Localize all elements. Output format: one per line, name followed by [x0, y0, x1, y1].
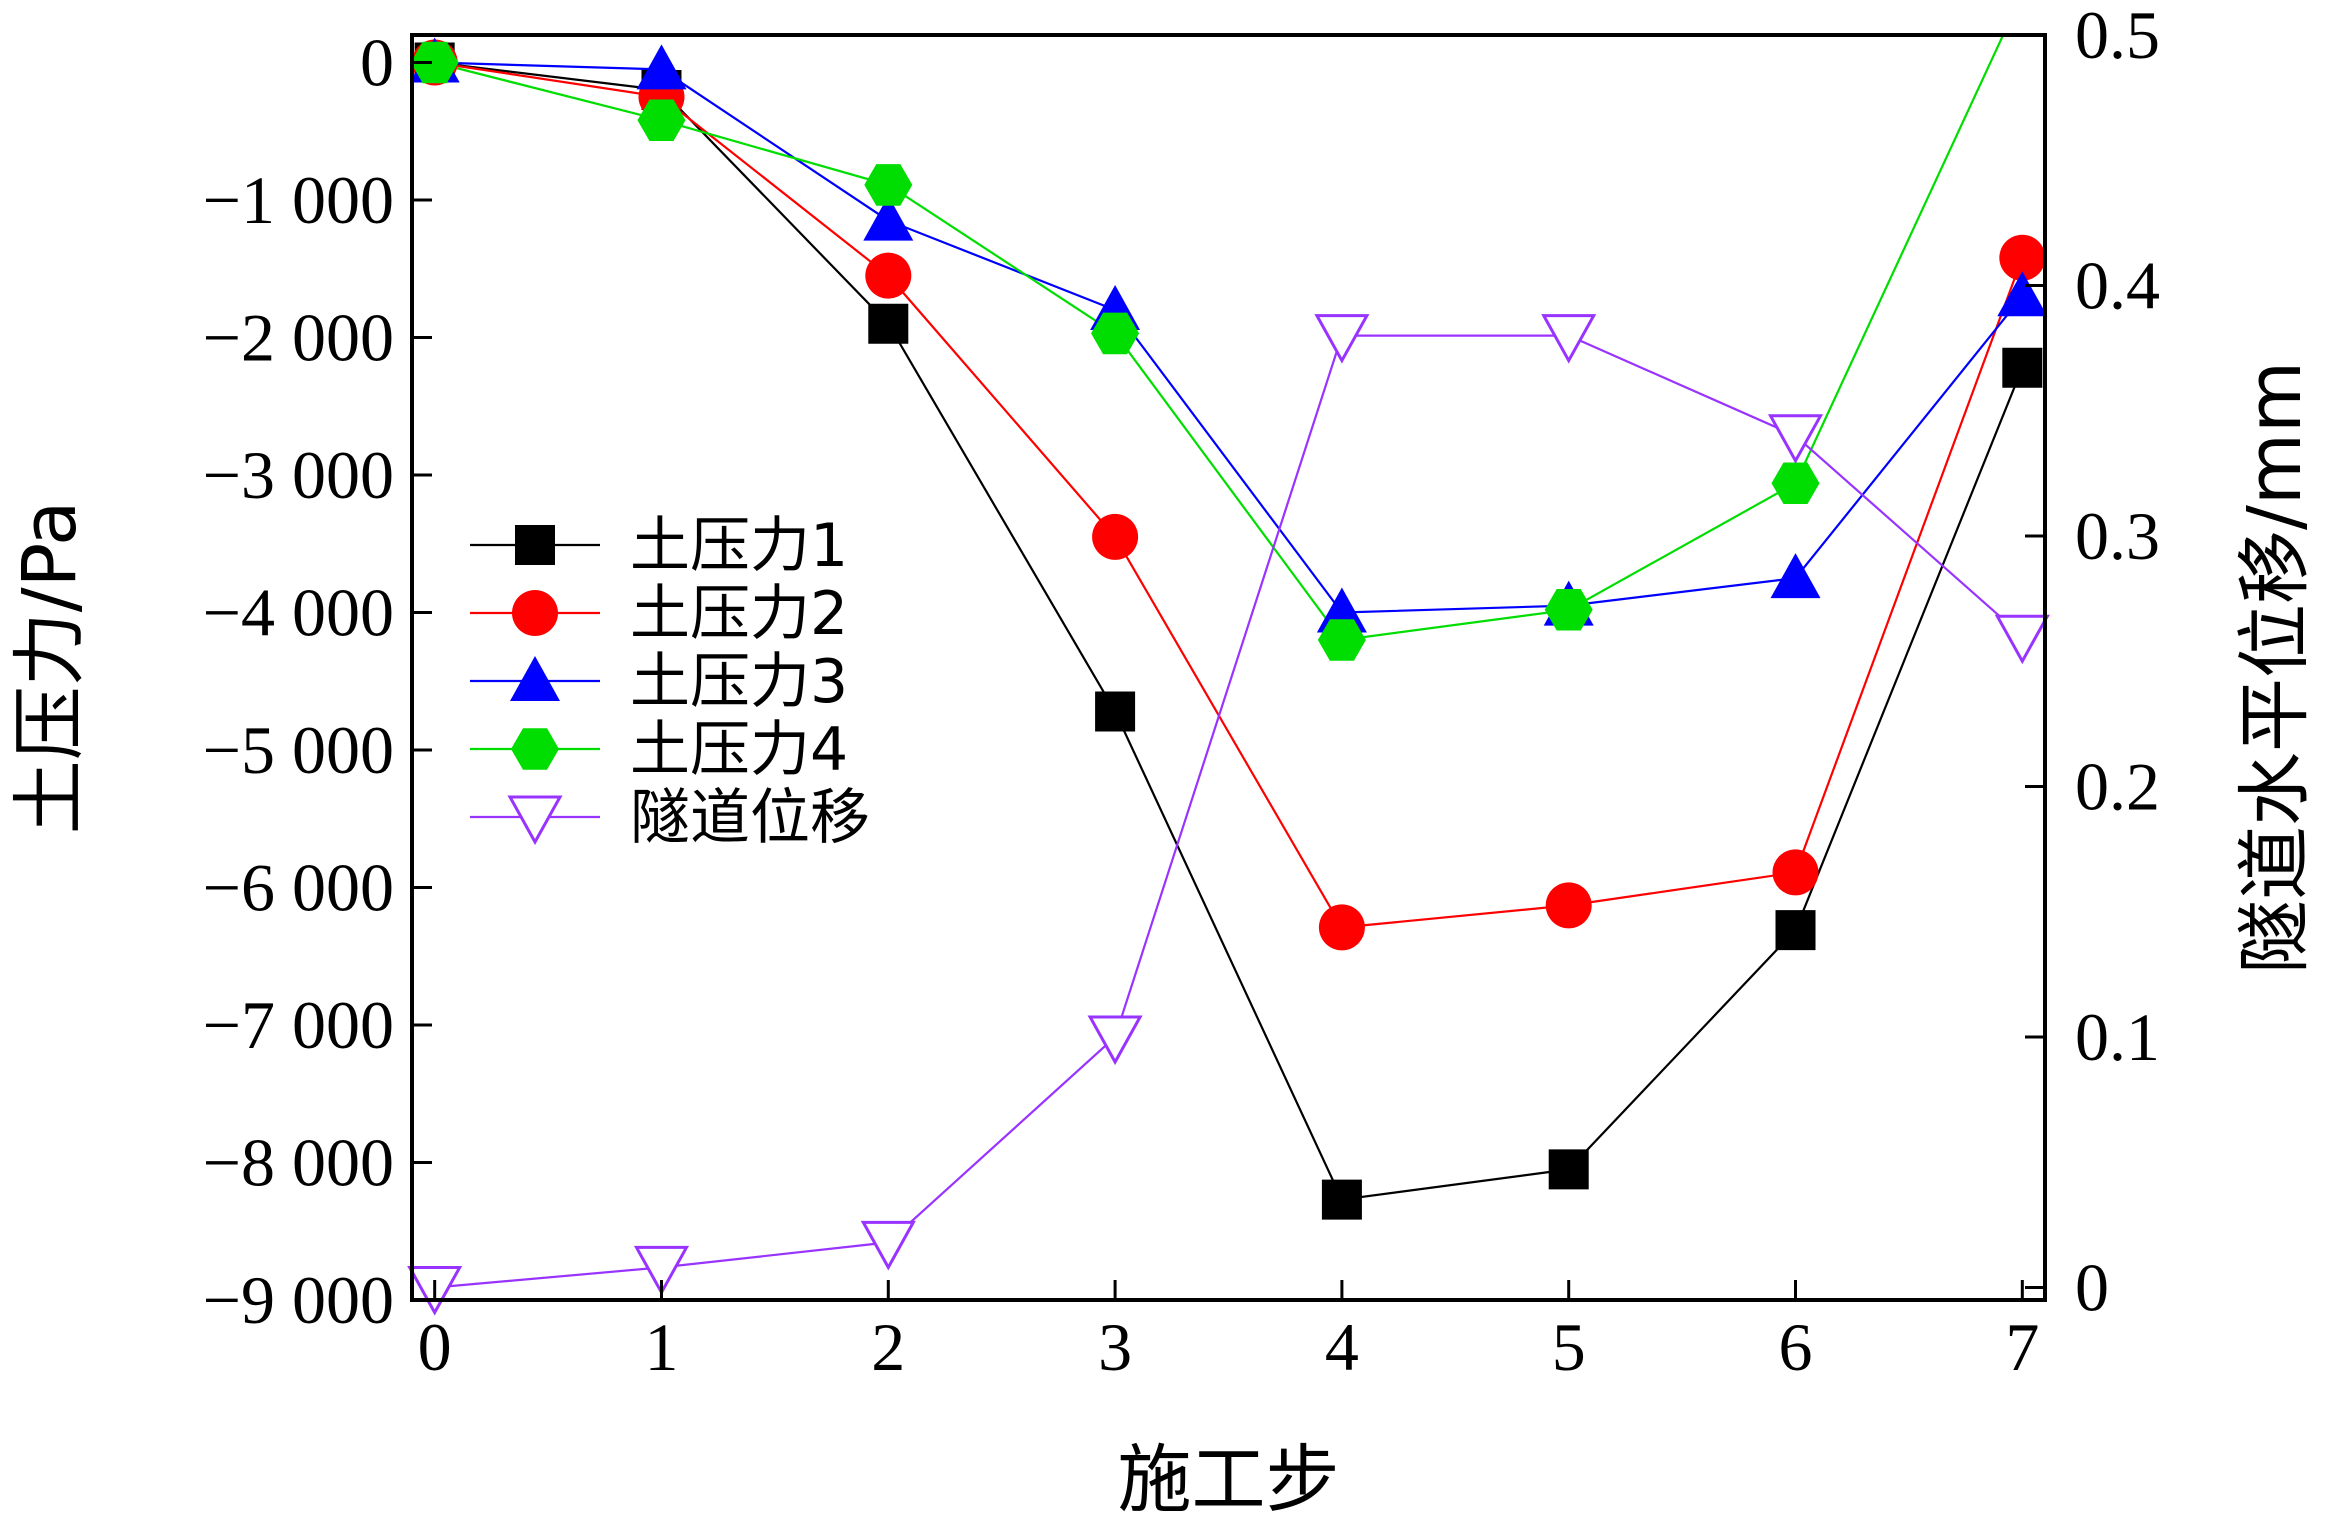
y-left-tick-label: −6 000: [203, 850, 394, 926]
legend-label: 隧道位移: [630, 783, 870, 853]
plot-frame: [410, 33, 2047, 1302]
y-left-axis-title: 土压力/Pa: [7, 501, 93, 835]
legend-marker: [511, 728, 559, 770]
legend-item: 土压力2: [470, 579, 848, 649]
x-axis-title: 施工步: [1118, 1437, 1340, 1523]
data-point: [2002, 347, 2043, 388]
data-point: [633, 1245, 690, 1296]
y-right-tick-label: 0: [2075, 1249, 2109, 1325]
x-tick-label: 4: [1325, 1309, 1359, 1385]
series-line-3: [434, 61, 2024, 614]
legend-item: 土压力1: [470, 511, 848, 581]
data-point: [1767, 414, 1824, 464]
x-tick-label: 5: [1552, 1309, 1586, 1385]
data-point: [1771, 462, 1820, 504]
legend-item: 隧道位移: [470, 783, 870, 853]
data-point: [1318, 904, 1365, 951]
legend-label: 土压力2: [630, 579, 848, 649]
x-tick-label: 7: [2005, 1309, 2039, 1385]
data-point: [1544, 589, 1593, 631]
series-4: [434, 35, 2005, 642]
x-tick-label: 2: [871, 1309, 905, 1385]
data-point: [1994, 614, 2050, 665]
legend-label: 土压力3: [630, 647, 848, 717]
y-right-tick-label: 0.2: [2075, 748, 2160, 824]
legend-marker: [507, 795, 563, 846]
y-left-tick-label: −5 000: [203, 712, 394, 788]
series-1: [434, 61, 2024, 1201]
legend-marker: [510, 656, 560, 701]
data-point: [637, 99, 686, 141]
y-left-tick-label: −2 000: [203, 300, 394, 376]
data-point: [1548, 1149, 1589, 1190]
data-point: [1772, 849, 1819, 896]
y-left-tick-label: −7 000: [203, 987, 394, 1063]
y-right-tick-label: 0.5: [2075, 0, 2160, 73]
data-point: [1087, 1015, 1143, 1066]
data-point: [868, 303, 909, 344]
y-right-tick-label: 0.4: [2075, 247, 2160, 323]
data-point: [1545, 882, 1592, 929]
series-line-5: [434, 334, 2024, 1289]
data-point: [1321, 1179, 1362, 1220]
legend-marker: [512, 590, 558, 636]
series-3: [434, 61, 2024, 614]
data-point: [1091, 312, 1140, 355]
series-line-4: [434, 35, 2005, 642]
y-left-tick-label: −1 000: [203, 162, 394, 238]
x-tick-label: 0: [418, 1309, 452, 1385]
data-point: [1317, 619, 1366, 661]
series-2: [434, 61, 2024, 929]
data-point: [1997, 271, 2048, 317]
data-point: [1314, 314, 1370, 364]
y-right-tick-label: 0.1: [2075, 999, 2160, 1075]
legend-item: 土压力3: [470, 647, 848, 717]
series-line-2: [434, 61, 2024, 929]
legend-label: 土压力1: [630, 511, 848, 581]
data-point: [1775, 910, 1816, 951]
y-right-tick-label: 0.3: [2075, 498, 2160, 574]
data-point: [410, 41, 459, 84]
data-point: [864, 164, 913, 206]
y-right-axis-title: 隧道水平位移/mm: [2232, 361, 2318, 974]
x-tick-label: 1: [644, 1309, 678, 1385]
series-line-1: [434, 61, 2024, 1201]
x-tick-label: 6: [1779, 1309, 1813, 1385]
data-point: [865, 252, 912, 299]
data-point: [863, 195, 914, 241]
series-markers-5: [407, 314, 2050, 1316]
data-point: [1092, 513, 1139, 560]
y-left-tick-label: 0: [360, 25, 394, 101]
data-point: [1999, 234, 2046, 281]
data-point: [860, 1220, 916, 1271]
legend-label: 土压力4: [630, 715, 848, 785]
data-point: [1770, 553, 1821, 599]
y-left-tick-label: −3 000: [203, 437, 394, 513]
y-left-tick-label: −9 000: [203, 1262, 394, 1338]
y-left-tick-label: −8 000: [203, 1125, 394, 1201]
legend-item: 土压力4: [470, 715, 848, 785]
data-point: [1541, 314, 1597, 364]
legend-marker: [515, 525, 555, 565]
x-tick-label: 3: [1098, 1309, 1132, 1385]
series-5: [434, 334, 2024, 1289]
series-markers-4: [410, 41, 1820, 661]
data-point: [1095, 691, 1136, 732]
axes-layer: 0 1 2 3 4 5 6 70−1 000−2 000−3 000−4 000−5 000−…: [203, 0, 2160, 1385]
y-left-tick-label: −4 000: [203, 575, 394, 651]
data-point: [636, 44, 687, 90]
series-layer: [407, 35, 2050, 1316]
